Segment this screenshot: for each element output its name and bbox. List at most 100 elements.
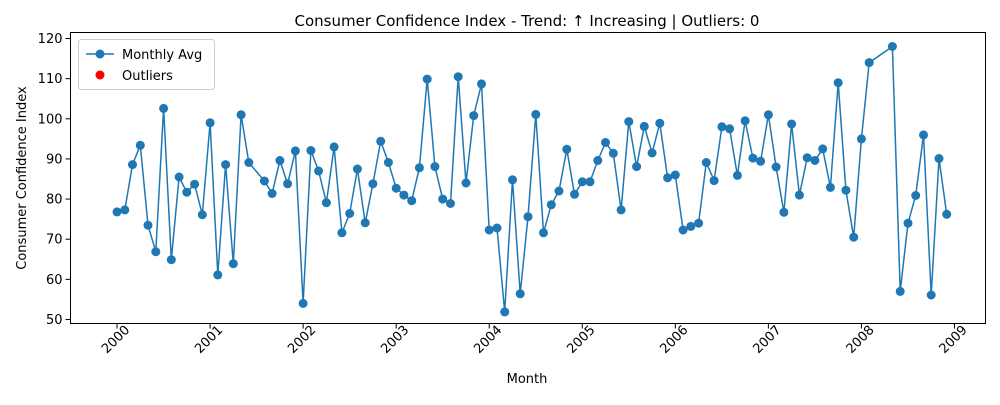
legend-frame [78, 39, 215, 90]
data-point [616, 205, 626, 215]
data-point [205, 118, 215, 128]
data-point [228, 259, 238, 269]
data-point [244, 158, 254, 167]
data-point [849, 232, 859, 242]
data-point [360, 218, 370, 228]
data-point [926, 290, 936, 300]
data-point [469, 111, 479, 121]
data-point [414, 163, 424, 173]
data-point [477, 79, 486, 89]
data-point [632, 162, 642, 172]
legend-marker-monthly-avg [95, 49, 105, 59]
y-tick-label: 70 [46, 233, 63, 248]
y-tick-label: 50 [46, 313, 63, 328]
data-point [275, 156, 285, 165]
data-point [283, 179, 293, 189]
data-point [329, 142, 339, 152]
plot-frame [70, 32, 986, 324]
data-point [166, 255, 176, 265]
data-point [267, 189, 277, 198]
data-point [120, 205, 130, 215]
data-point [717, 122, 727, 132]
data-point [337, 228, 347, 238]
data-point [895, 286, 905, 296]
data-point [484, 225, 494, 235]
data-point [236, 110, 246, 120]
y-tick-label: 60 [46, 273, 63, 288]
data-point [112, 207, 122, 217]
data-point [570, 189, 579, 199]
data-point [128, 160, 137, 170]
data-point [810, 156, 820, 165]
data-point [298, 298, 308, 308]
y-tick-label: 110 [38, 72, 63, 87]
y-tick-label: 120 [38, 32, 63, 47]
data-point [453, 72, 463, 82]
legend-marker-outliers [95, 70, 105, 80]
series-layer [112, 42, 952, 317]
data-point [523, 212, 533, 222]
data-point [151, 247, 161, 257]
data-point [407, 196, 417, 206]
y-tick-label: 80 [46, 193, 63, 208]
data-point [345, 209, 355, 218]
chart-title: Consumer Confidence Index - Trend: ↑ Inc… [295, 12, 760, 30]
data-point [314, 166, 324, 176]
data-point [446, 199, 455, 208]
data-point [438, 194, 448, 204]
data-point [601, 138, 610, 147]
data-point [825, 182, 835, 192]
data-point [639, 121, 649, 131]
data-point [771, 162, 781, 172]
data-point [399, 190, 409, 200]
data-point [585, 177, 595, 187]
data-point [190, 179, 200, 189]
data-point [508, 175, 517, 185]
data-point [500, 307, 510, 317]
data-point [391, 183, 401, 193]
data-point [779, 207, 789, 217]
data-point [841, 185, 851, 195]
x-axis-label: Month [507, 372, 548, 387]
data-point [174, 172, 184, 182]
data-point [655, 118, 665, 128]
data-point [159, 103, 169, 113]
data-point [694, 218, 704, 228]
data-point [701, 158, 711, 167]
data-point [143, 220, 153, 230]
data-point [887, 42, 897, 51]
data-point [515, 289, 525, 299]
data-point [221, 160, 231, 170]
data-point [135, 140, 145, 150]
y-axis-label: Consumer Confidence Index [15, 86, 30, 270]
data-point [290, 146, 300, 156]
data-point [740, 116, 750, 126]
legend: Monthly Avg Outliers [78, 39, 215, 90]
data-point [818, 144, 828, 154]
data-point [213, 270, 223, 280]
data-point [259, 176, 269, 186]
data-point [461, 178, 471, 188]
data-point [430, 162, 440, 172]
data-point [903, 218, 913, 228]
data-point [383, 158, 393, 167]
data-point [306, 146, 316, 155]
data-point [647, 148, 657, 158]
data-point [802, 153, 812, 163]
data-point [352, 164, 362, 174]
y-tick-label: 100 [38, 112, 63, 127]
data-point [864, 58, 874, 68]
data-point [794, 190, 804, 200]
data-point [492, 223, 502, 233]
data-point [670, 170, 680, 180]
legend-label-monthly-avg: Monthly Avg [122, 48, 202, 63]
data-point [376, 136, 386, 146]
data-point [593, 156, 603, 165]
data-point [368, 179, 378, 189]
data-point [756, 156, 766, 166]
data-point [321, 198, 331, 208]
data-point [725, 124, 735, 134]
data-point [182, 187, 192, 197]
